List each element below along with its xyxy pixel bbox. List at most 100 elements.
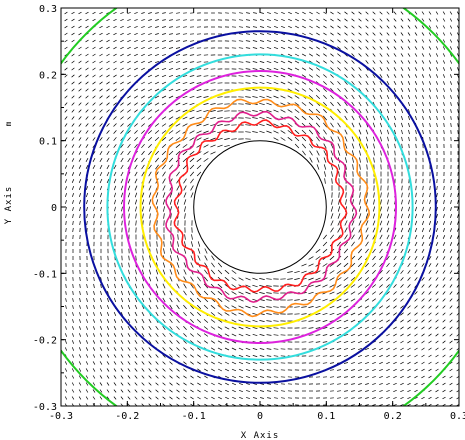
field-vector bbox=[106, 311, 110, 317]
field-vector bbox=[315, 270, 321, 274]
field-vector bbox=[308, 270, 314, 274]
field-vector bbox=[387, 136, 389, 142]
field-vector bbox=[273, 123, 279, 127]
field-vector bbox=[421, 340, 425, 344]
field-vector bbox=[316, 157, 320, 163]
field-vector bbox=[435, 39, 439, 43]
field-vector bbox=[65, 291, 67, 295]
field-vector bbox=[86, 284, 88, 288]
field-vector bbox=[443, 109, 445, 113]
field-vector bbox=[449, 53, 453, 57]
field-vector bbox=[120, 326, 124, 330]
field-vector bbox=[113, 347, 117, 351]
field-vector bbox=[99, 192, 103, 198]
field-vector bbox=[106, 32, 110, 36]
field-vector bbox=[155, 164, 159, 170]
field-vector bbox=[127, 382, 131, 386]
field-vector bbox=[92, 319, 96, 323]
field-vector bbox=[176, 19, 180, 21]
field-vector bbox=[428, 242, 432, 246]
field-vector bbox=[266, 369, 272, 371]
field-vector bbox=[225, 382, 229, 386]
field-vector bbox=[357, 291, 363, 295]
field-vector bbox=[365, 234, 369, 240]
field-vector bbox=[71, 340, 75, 344]
field-vector bbox=[442, 347, 446, 351]
field-vector bbox=[301, 53, 307, 57]
field-vector bbox=[189, 75, 195, 77]
field-vector bbox=[428, 340, 432, 344]
field-vector bbox=[203, 290, 209, 296]
field-vector bbox=[407, 53, 411, 57]
field-vector bbox=[442, 11, 446, 15]
field-vector bbox=[78, 137, 82, 141]
field-vector bbox=[414, 32, 418, 36]
field-vector bbox=[414, 354, 418, 358]
field-vector bbox=[203, 304, 209, 310]
field-vector bbox=[322, 312, 328, 316]
field-vector bbox=[120, 150, 124, 156]
field-vector bbox=[245, 319, 251, 323]
field-vector bbox=[422, 213, 424, 219]
field-vector bbox=[114, 220, 116, 226]
field-vector bbox=[134, 192, 138, 198]
field-vector bbox=[428, 234, 432, 240]
field-vector bbox=[85, 60, 89, 64]
field-vector bbox=[323, 164, 327, 170]
field-vector bbox=[435, 368, 439, 372]
field-vector bbox=[315, 115, 321, 121]
y-tick-label: 0 bbox=[51, 203, 57, 214]
field-vector bbox=[154, 47, 160, 49]
field-vector bbox=[162, 361, 166, 365]
field-vector bbox=[273, 327, 279, 329]
field-vector bbox=[316, 32, 320, 36]
field-vector bbox=[386, 404, 390, 406]
field-vector bbox=[428, 326, 432, 330]
field-vector bbox=[106, 389, 110, 393]
field-vector bbox=[337, 46, 341, 50]
field-vector bbox=[331, 171, 333, 177]
field-vector bbox=[436, 192, 438, 198]
field-vector bbox=[428, 11, 432, 15]
field-vector bbox=[266, 81, 272, 85]
field-vector bbox=[400, 333, 404, 337]
field-vector bbox=[168, 157, 174, 163]
field-vector bbox=[358, 143, 362, 149]
field-vector bbox=[99, 53, 103, 57]
field-vector bbox=[85, 158, 89, 162]
field-vector bbox=[323, 157, 327, 163]
field-vector bbox=[72, 227, 74, 233]
field-vector bbox=[365, 88, 369, 92]
field-vector bbox=[64, 186, 68, 190]
field-vector bbox=[169, 192, 173, 198]
field-vector bbox=[301, 299, 307, 301]
field-vector bbox=[421, 354, 425, 358]
field-vector bbox=[259, 362, 265, 364]
field-vector bbox=[393, 326, 397, 330]
field-vector bbox=[266, 109, 272, 113]
field-vector bbox=[337, 213, 341, 219]
field-vector bbox=[79, 277, 81, 281]
field-vector bbox=[155, 375, 159, 379]
field-vector bbox=[393, 354, 397, 358]
field-vector bbox=[294, 60, 300, 64]
field-vector bbox=[407, 396, 411, 400]
field-vector bbox=[182, 95, 188, 99]
field-vector bbox=[99, 74, 103, 78]
field-vector bbox=[266, 26, 272, 28]
field-vector bbox=[113, 368, 117, 372]
field-vector bbox=[183, 382, 187, 386]
field-vector bbox=[64, 389, 68, 393]
field-vector bbox=[308, 95, 314, 99]
field-vector bbox=[273, 306, 279, 308]
field-vector bbox=[120, 123, 124, 127]
field-vector bbox=[337, 88, 341, 92]
field-vector bbox=[330, 234, 334, 240]
field-vector bbox=[379, 25, 383, 29]
field-vector bbox=[266, 278, 272, 280]
field-vector bbox=[141, 283, 145, 289]
field-vector bbox=[379, 368, 383, 372]
field-vector bbox=[190, 311, 194, 317]
field-vector bbox=[449, 39, 453, 43]
field-vector bbox=[238, 389, 244, 393]
